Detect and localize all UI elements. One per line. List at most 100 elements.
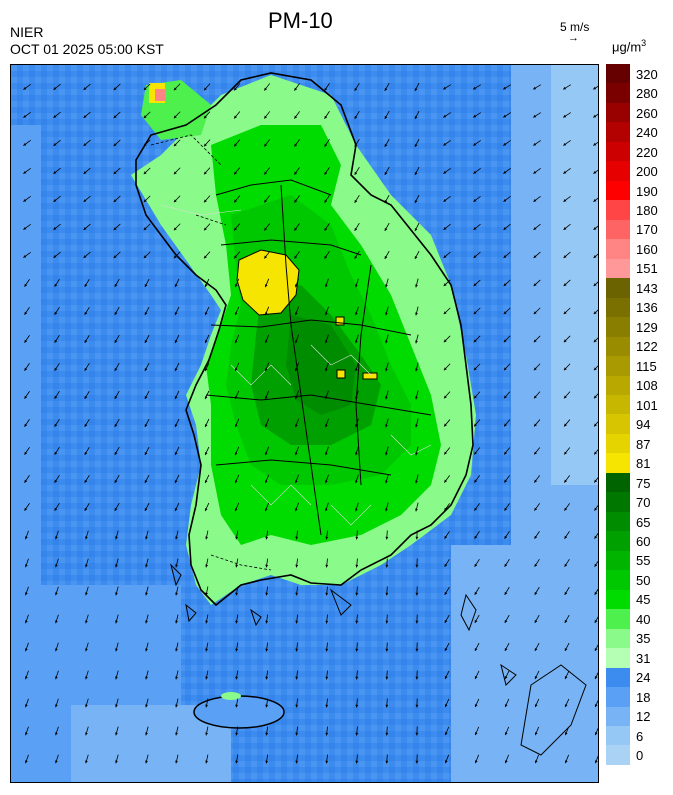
east-sea-lighter <box>551 65 598 485</box>
wind-arrow-head <box>594 760 598 764</box>
wind-arrow-head <box>384 199 388 203</box>
wind-arrow-head <box>354 115 358 119</box>
wind-arrow-head <box>384 115 388 119</box>
wind-arrow-head <box>504 451 507 455</box>
wind-arrow-head <box>503 86 507 90</box>
wind-arrow-head <box>385 368 388 372</box>
wind-arrow-head <box>265 620 269 624</box>
legend-label: 60 <box>636 533 651 549</box>
wind-arrow-head <box>204 312 208 316</box>
wind-arrow-head <box>385 396 388 400</box>
wind-arrow-head <box>325 536 329 540</box>
wind-arrow-head <box>143 171 147 175</box>
wind-arrow-head <box>564 591 568 595</box>
wind-arrow-head <box>174 368 178 372</box>
wind-arrow-head <box>503 283 507 287</box>
wind-arrow-head <box>234 340 238 344</box>
legend-swatch <box>606 453 630 474</box>
wind-arrow-head <box>533 227 537 230</box>
wind-arrow-head <box>384 143 388 147</box>
wind-arrow-head <box>175 536 178 540</box>
legend-label: 122 <box>636 339 658 355</box>
wind-arrow-head <box>503 227 507 230</box>
wind-arrow-head <box>234 227 237 231</box>
legend-label: 0 <box>636 748 644 764</box>
wind-arrow-head <box>143 199 147 203</box>
wind-arrow-head <box>354 171 358 175</box>
wind-arrow-head <box>235 704 239 708</box>
wind-arrow-head <box>264 424 268 428</box>
wind-arrow-head <box>415 592 419 596</box>
land-darkest-green <box>286 315 356 415</box>
wind-arrow-head <box>83 115 87 118</box>
wind-arrow-head <box>235 592 239 596</box>
wind-arrow-head <box>115 564 118 568</box>
legend-label: 180 <box>636 202 658 218</box>
wind-arrow-head <box>264 312 268 316</box>
wind-arrow-head <box>175 760 178 764</box>
wind-arrow-head <box>204 480 208 484</box>
wind-arrow-head <box>114 423 118 427</box>
wind-arrow-head <box>385 564 389 568</box>
wind-arrow-head <box>415 396 418 400</box>
wind-arrow-head <box>144 367 148 371</box>
wind-arrow-head <box>143 87 147 91</box>
legend-label: 87 <box>636 436 651 452</box>
wind-arrow-head <box>84 339 88 343</box>
wind-arrow-head <box>325 620 329 624</box>
wind-arrow-head <box>114 507 118 511</box>
wind-arrow-head <box>174 284 178 288</box>
legend-label: 151 <box>636 261 658 277</box>
legend-label: 101 <box>636 397 658 413</box>
wind-arrow-head <box>533 170 537 174</box>
wind-arrow-head <box>175 704 178 708</box>
wind-arrow-head <box>563 339 567 343</box>
wind-arrow-head <box>115 592 118 596</box>
wind-arrow-head <box>53 227 57 230</box>
wind-arrow-head <box>295 564 299 568</box>
wind-arrow-head <box>325 508 328 512</box>
wind-arrow-head <box>474 563 478 567</box>
wind-arrow-head <box>355 620 359 624</box>
wind-arrow-head <box>85 676 88 680</box>
legend-label: 129 <box>636 319 658 335</box>
wind-arrow-head <box>444 732 448 736</box>
wind-arrow-head <box>563 283 567 287</box>
wind-arrow-head <box>444 619 448 623</box>
wind-arrow-head <box>593 255 597 258</box>
wind-arrow-head <box>173 115 177 119</box>
wind-arrow-head <box>443 339 447 343</box>
wind-arrow-head <box>234 424 238 428</box>
jeju-green <box>221 692 241 700</box>
wind-arrow-head <box>385 452 388 456</box>
wind-arrow-head <box>443 198 447 202</box>
wind-arrow-head <box>534 732 538 736</box>
seoul-yellow-hotspot <box>236 249 300 316</box>
wind-arrow-head <box>385 508 388 512</box>
wind-arrow-head <box>55 620 58 624</box>
wind-arrow-head <box>234 312 238 316</box>
small-yellow-cell-3 <box>362 372 378 380</box>
wind-arrow-head <box>564 395 567 399</box>
wind-arrow-head <box>24 395 28 399</box>
wind-arrow-head <box>474 619 478 623</box>
wind-arrow-head <box>503 114 507 118</box>
wind-arrow-head <box>325 340 328 344</box>
wind-arrow-head <box>115 676 118 680</box>
wind-arrow-head <box>235 648 239 652</box>
wind-arrow-head <box>325 424 328 428</box>
legend-swatch <box>606 141 630 162</box>
wind-arrow-head <box>325 564 329 568</box>
wind-arrow-head <box>415 760 419 764</box>
wind-arrow-head <box>145 648 148 652</box>
wind-arrow-head <box>473 114 477 118</box>
wind-arrow-head <box>473 227 477 230</box>
wind-arrow-head <box>204 284 208 288</box>
legend-swatch <box>606 472 630 493</box>
wind-arrow-head <box>415 704 419 708</box>
wind-arrow-head <box>564 423 567 427</box>
wind-arrow-head <box>474 535 478 539</box>
legend-label: 260 <box>636 105 658 121</box>
wind-arrow-head <box>145 536 148 540</box>
wind-arrow-head <box>205 648 209 652</box>
